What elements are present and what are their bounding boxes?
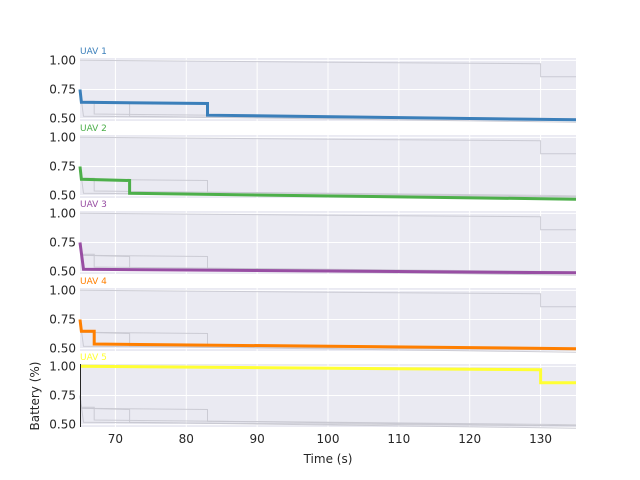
panel-1-series-line <box>78 89 577 122</box>
x-tick-label-80: 80 <box>179 432 194 446</box>
panel-3-series-line <box>78 242 577 275</box>
panel-3-ytick-label: 1.00 <box>49 206 76 220</box>
panel-4-ytick-label: 0.50 <box>49 342 76 356</box>
panel-1: 0.50 0.75 1.00 UAV 1 <box>49 47 577 126</box>
panel-2: 0.50 0.75 1.00 UAV 2 <box>49 124 577 203</box>
panel-1-ytick-label: 0.50 <box>49 112 76 126</box>
panel-2-series-line <box>78 166 577 201</box>
panel-3-ytick-label: 0.50 <box>49 265 76 279</box>
panel-2-background-line-uav5 <box>79 136 576 155</box>
panel-4-ytick-label: 1.00 <box>49 283 76 297</box>
panel-2-ytick-label: 0.75 <box>49 160 76 174</box>
x-tick-labels: 70 80 90 100 110 120 130 <box>108 432 552 446</box>
x-tick-label-120: 120 <box>458 432 481 446</box>
panel-5-title: UAV 5 <box>80 353 107 363</box>
panel-1-background-line-uav5 <box>79 59 576 78</box>
x-tick-label-110: 110 <box>387 432 410 446</box>
panel-2-ytick-label: 0.50 <box>49 189 76 203</box>
panel-3-title: UAV 3 <box>80 200 107 210</box>
panel-1-ytick-label: 1.00 <box>49 53 76 67</box>
x-tick-label-130: 130 <box>529 432 552 446</box>
panel-4-ytick-label: 0.75 <box>49 313 76 327</box>
panel-2-title: UAV 2 <box>80 124 107 134</box>
panel-4: 0.50 0.75 1.00 UAV 4 <box>49 277 577 356</box>
x-tick-label-70: 70 <box>108 432 123 446</box>
panel-1-title: UAV 1 <box>80 47 107 57</box>
panel-4-series-line <box>78 319 577 351</box>
x-axis-label: Time (s) <box>303 452 353 466</box>
panel-5-ytick-label: 1.00 <box>49 359 76 373</box>
panel-4-title: UAV 4 <box>80 277 107 287</box>
y-axis-label: Battery (%) <box>28 362 42 431</box>
panel-5-ytick-label: 0.75 <box>49 389 76 403</box>
panel-3-ytick-label: 0.75 <box>49 236 76 250</box>
panel-1-ytick-label: 0.75 <box>49 83 76 97</box>
panel-5-ytick-label: 0.50 <box>49 418 76 432</box>
panel-3: 0.50 0.75 1.00 UAV 3 <box>49 200 577 279</box>
panel-4-background-line-uav5 <box>79 289 576 308</box>
panel-2-ytick-label: 1.00 <box>49 130 76 144</box>
x-tick-label-90: 90 <box>250 432 265 446</box>
panel-5-series-line <box>79 364 576 385</box>
panel-3-background-line-uav5 <box>79 212 576 231</box>
panel-5: 0.50 0.75 1.00 UAV 5 <box>49 353 577 432</box>
x-tick-label-100: 100 <box>317 432 340 446</box>
